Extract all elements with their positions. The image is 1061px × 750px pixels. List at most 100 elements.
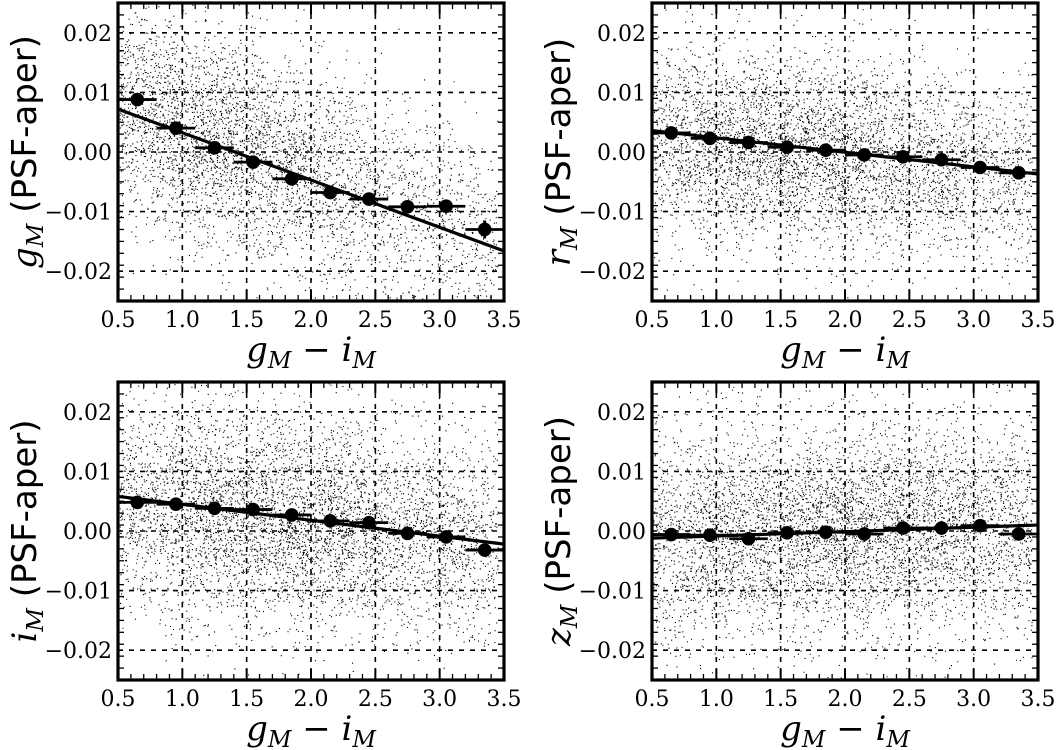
x-tick-label: 3.0 [422,308,457,333]
x-axis-label-var1: g [780,330,802,370]
x-axis-label-var2: i [876,709,887,749]
x-tick-label: 3.0 [956,687,991,712]
binned-point [400,526,415,541]
y-axis-label-sub: M [557,225,583,251]
panel-i: 0.5 1.0 1.5 2.0 2.5 3.0 3.5 −0.02 −0.01 0.00 0.01 0… [5,380,522,750]
x-tick-label: 2.5 [358,308,393,333]
x-tick-label: 0.5 [101,687,136,712]
y-tick-label: −0.02 [45,639,112,664]
x-axis-label-op: − [291,330,341,370]
binned-point [477,543,492,557]
x-axis-label-sub1: M [267,348,293,374]
x-axis-label-sub2: M [885,348,911,374]
binned-point [703,528,717,542]
binned-point [207,141,222,155]
binned-point [703,131,717,146]
x-axis-label: gM − iM [246,330,377,374]
x-tick-label: 2.5 [892,308,927,333]
y-tick-label: −0.01 [45,201,112,226]
x-tick-label: 3.5 [487,687,522,712]
binned-point [896,149,910,164]
x-tick-label: 3.0 [422,687,457,712]
binned-point [477,222,492,237]
x-axis-label-sub2: M [351,348,377,374]
x-axis-label-var2: i [342,709,353,749]
y-axis-label: gM (PSF-aper) [5,35,49,269]
x-tick-label: 2.0 [828,687,863,712]
x-tick-label: 2.0 [294,687,329,712]
y-tick-label: −0.02 [45,260,112,285]
binned-point [362,515,376,530]
x-axis-label-sub2: M [351,727,377,750]
binned-point [439,199,453,214]
binned-point [130,495,145,510]
binned-point [1011,527,1026,541]
binned-point [973,160,987,175]
x-tick-label: 2.0 [828,308,863,333]
binned-point [207,501,222,516]
binned-point [1011,166,1026,180]
x-axis-label-sub1: M [267,727,293,750]
x-tick-label: 1.5 [229,308,264,333]
x-axis-label-op: − [291,709,341,749]
binned-point [741,135,756,150]
binned-point [169,121,183,135]
x-axis-label: gM − iM [780,330,911,374]
y-tick-label: 0.02 [63,401,112,426]
x-axis-label-sub1: M [801,348,827,374]
y-axis-label-var: i [5,632,45,643]
binned-point [284,172,299,186]
binned-point [130,92,145,107]
y-tick-label: −0.01 [45,580,112,605]
binned-point [780,525,794,540]
binned-point [934,521,949,535]
x-tick-label: 0.5 [635,308,670,333]
x-tick-label: 2.5 [358,687,393,712]
y-tick-label: 0.01 [63,460,112,485]
x-tick-label: 1.0 [165,308,200,333]
x-tick-label: 1.0 [165,687,200,712]
y-axis-label-sub: M [23,222,49,248]
binned-point [741,531,756,546]
binned-point [362,192,376,206]
binned-point [284,508,299,522]
x-tick-label: 1.5 [763,687,798,712]
y-tick-label: 0.01 [597,81,646,106]
binned-point [857,148,872,162]
binned-point [246,155,260,169]
x-tick-label: 0.5 [101,308,136,333]
y-tick-label: −0.02 [579,639,646,664]
binned-point [818,525,833,539]
y-axis-label-text: (PSF-aper) [5,420,45,609]
x-tick-label: 1.5 [763,308,798,333]
binned-point [169,497,183,511]
x-tick-label: 3.5 [1021,308,1056,333]
y-axis-label-text: (PSF-aper) [5,35,45,224]
x-axis-label-op: − [825,709,875,749]
scatter-points [653,383,1033,680]
x-axis-label: gM − iM [780,709,911,750]
y-tick-label: 0.02 [597,401,646,426]
y-tick-label: 0.02 [63,22,112,47]
x-axis-label-sub2: M [885,727,911,750]
binned-point [780,140,794,155]
y-axis-label-sub: M [23,607,49,633]
y-tick-label: 0.02 [597,22,646,47]
binned-point [664,126,679,140]
y-axis-label-text: (PSF-aper) [539,38,579,227]
binned-point [896,521,910,535]
scatter-points [119,3,499,301]
panel-g: 0.5 1.0 1.5 2.0 2.5 3.0 3.5 −0.02 −0.01 0.00 0.01 0… [5,1,522,374]
y-axis-label-var: z [539,627,579,647]
x-tick-label: 2.5 [892,687,927,712]
x-tick-label: 1.0 [699,308,734,333]
x-tick-label: 2.0 [294,308,329,333]
y-tick-label: 0.00 [597,520,646,545]
binned-point [973,518,987,533]
binned-point [934,152,949,167]
binned-point [818,143,833,158]
x-tick-label: 3.5 [1021,687,1056,712]
y-tick-label: −0.01 [579,201,646,226]
x-axis-label-op: − [825,330,875,370]
